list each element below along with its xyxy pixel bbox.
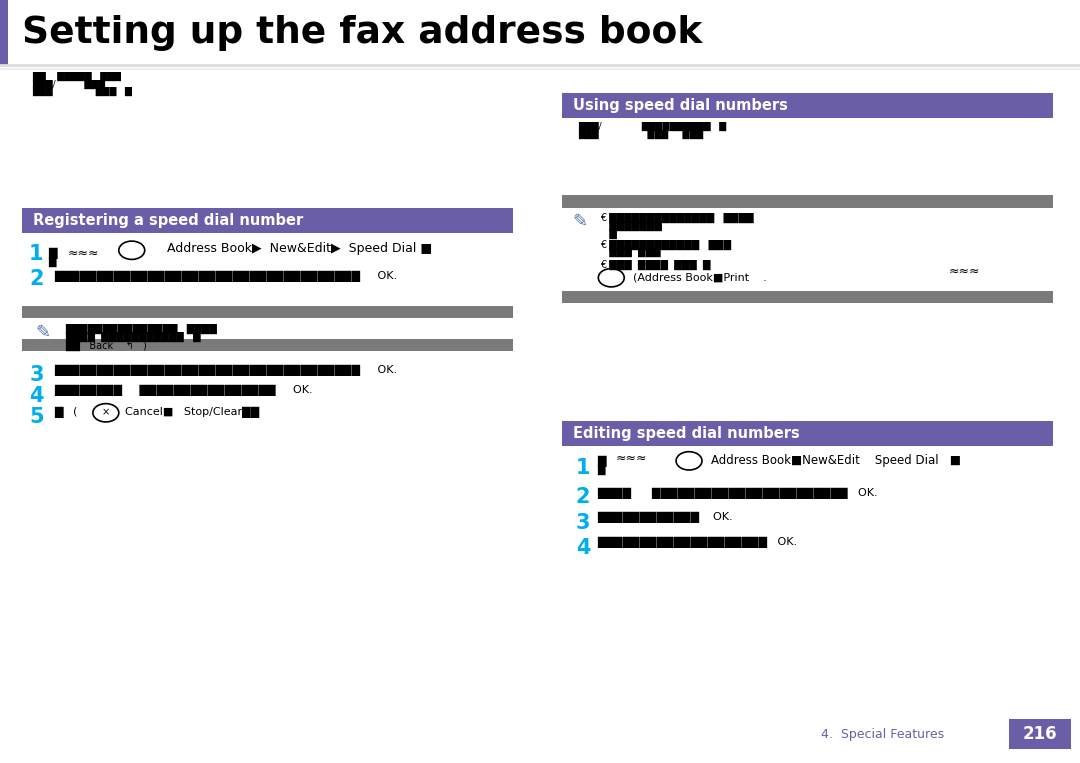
Text: 4.  Special Features: 4. Special Features — [821, 727, 944, 741]
Bar — [22, 306, 513, 318]
Text: ██    █████   ███: ██ █████ ███ — [32, 72, 121, 81]
Text: 2: 2 — [576, 487, 590, 507]
Text: 4: 4 — [29, 386, 43, 406]
Text: Editing speed dial numbers: Editing speed dial numbers — [573, 427, 800, 441]
Text: Using speed dial numbers: Using speed dial numbers — [573, 98, 788, 113]
Text: € ██████████████   ████: € ██████████████ ████ — [600, 213, 754, 223]
Text: Address Book▶  New&Edit▶  Speed Dial ■: Address Book▶ New&Edit▶ Speed Dial ■ — [167, 242, 432, 256]
Text: ██   Back    ↰   ): ██ Back ↰ ) — [65, 340, 147, 350]
Bar — [562, 93, 1053, 118]
Bar — [22, 208, 513, 233]
Text: ✎: ✎ — [572, 213, 588, 231]
Text: 4: 4 — [576, 538, 590, 558]
Text: ████████████████████████████████████     OK.: ████████████████████████████████████ OK. — [54, 365, 397, 375]
Text: █: █ — [600, 229, 618, 239]
Text: ✎: ✎ — [36, 324, 51, 342]
Text: 5: 5 — [29, 407, 44, 427]
Text: ≈≈≈: ≈≈≈ — [948, 265, 980, 278]
Text: ████████████    OK.: ████████████ OK. — [597, 512, 733, 523]
Text: 1: 1 — [576, 458, 590, 478]
Text: Setting up the fax address book: Setting up the fax address book — [22, 14, 702, 51]
Text: █   (: █ ( — [54, 407, 87, 418]
Text: ███/              ██████████   █: ███/ ██████████ █ — [578, 122, 726, 131]
Text: Registering a speed dial number: Registering a speed dial number — [33, 213, 303, 227]
Text: █: █ — [49, 248, 57, 259]
Bar — [562, 291, 1053, 303]
Text: █: █ — [597, 456, 617, 467]
Text: ███████: ███████ — [600, 221, 662, 230]
Text: ███  ███: ███ ███ — [600, 247, 661, 257]
Text: ███               ███   █: ███ ███ █ — [32, 87, 132, 96]
Bar — [562, 421, 1053, 446]
Bar — [22, 339, 513, 351]
Bar — [0, 0, 1080, 65]
Text: Address Book■New&Edit    Speed Dial   ■: Address Book■New&Edit Speed Dial ■ — [711, 454, 960, 468]
Text: 3: 3 — [29, 365, 43, 385]
Bar — [562, 195, 1053, 208]
Text: █: █ — [49, 257, 56, 267]
Text: 3: 3 — [576, 513, 590, 533]
Text: € ████████████   ███: € ████████████ ███ — [600, 240, 731, 250]
Text: █: █ — [597, 465, 605, 475]
Bar — [1009, 719, 1071, 749]
Text: ≈≈≈: ≈≈≈ — [68, 247, 99, 260]
Text: ≈≈≈: ≈≈≈ — [616, 451, 647, 465]
Text: ███                 ███     ███: ███ ███ ███ — [578, 130, 703, 139]
Text: ████████████████████████████████████     OK.: ████████████████████████████████████ OK. — [54, 271, 397, 282]
Text: ████      ███████████████████████   OK.: ████ ███████████████████████ OK. — [597, 488, 878, 498]
Text: (Address Book■Print    .: (Address Book■Print . — [633, 272, 767, 283]
Text: 2: 2 — [29, 269, 43, 288]
Text: ███████████████   ████: ███████████████ ████ — [65, 324, 217, 333]
Text: € ███  ████  ███  █: € ███ ████ ███ █ — [600, 259, 711, 269]
Text: ████████     ████████████████     OK.: ████████ ████████████████ OK. — [54, 385, 312, 396]
Text: ████  ███████████   █: ████ ███████████ █ — [65, 332, 201, 342]
Text: Cancel■   Stop/Clear██: Cancel■ Stop/Clear██ — [125, 407, 259, 418]
Text: ████████████████████   OK.: ████████████████████ OK. — [597, 537, 797, 548]
Text: 1: 1 — [29, 244, 43, 264]
Text: 216: 216 — [1023, 725, 1057, 743]
Text: ×: × — [102, 407, 110, 418]
Bar — [0, 0, 8, 65]
Text: ███/          ███: ███/ ███ — [32, 79, 106, 89]
